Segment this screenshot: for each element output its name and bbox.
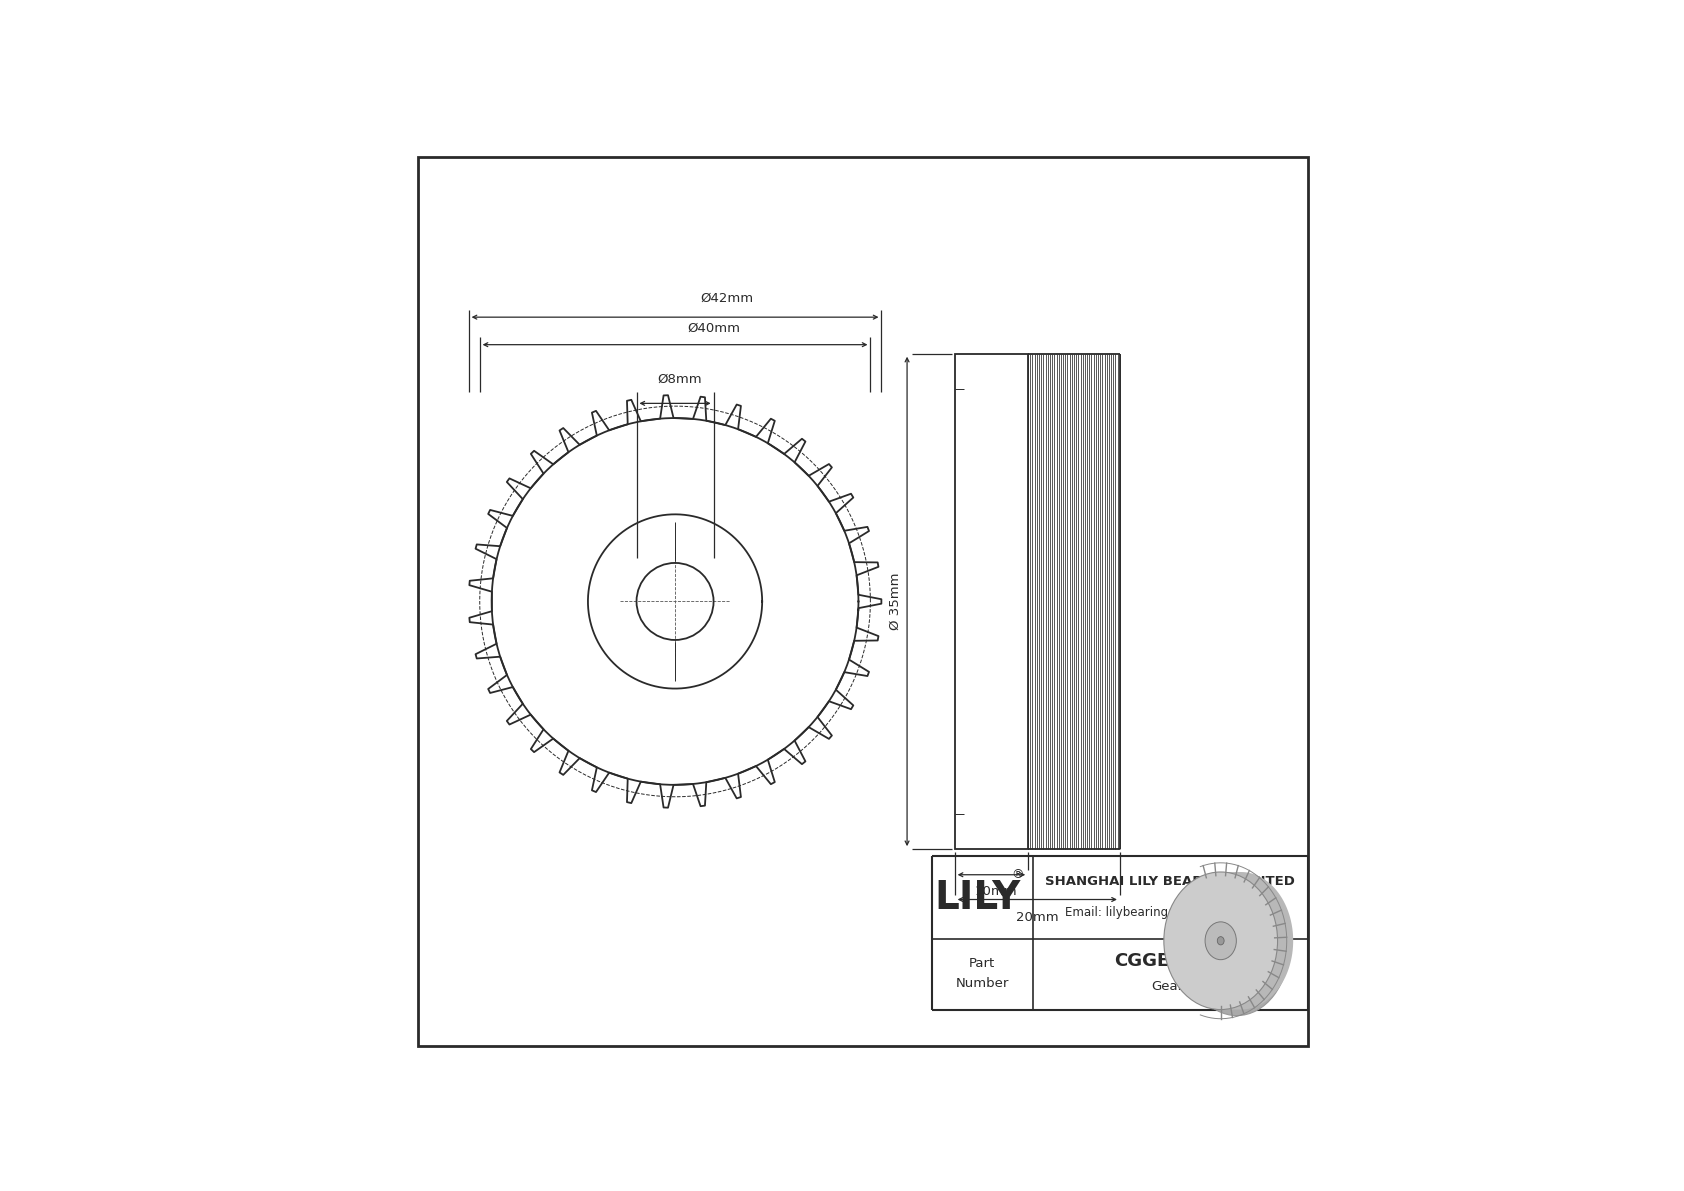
Text: Ø8mm: Ø8mm — [657, 373, 702, 386]
Text: ®: ® — [1010, 868, 1024, 881]
Ellipse shape — [1218, 936, 1224, 944]
Text: Email: lilybearing@lily-bearing.com: Email: lilybearing@lily-bearing.com — [1066, 906, 1275, 918]
Text: SHANGHAI LILY BEARING LIMITED: SHANGHAI LILY BEARING LIMITED — [1046, 874, 1295, 887]
Text: 20mm: 20mm — [1015, 911, 1059, 924]
Text: Ø 35mm: Ø 35mm — [889, 573, 901, 630]
Text: Number: Number — [955, 977, 1009, 990]
Text: CGGENDGF: CGGENDGF — [1115, 953, 1226, 971]
Text: Ø42mm: Ø42mm — [701, 292, 753, 305]
Ellipse shape — [1184, 878, 1290, 1016]
Text: 10mm: 10mm — [975, 885, 1017, 898]
Ellipse shape — [1206, 922, 1236, 960]
Text: Gears: Gears — [1150, 980, 1191, 992]
Text: Ø40mm: Ø40mm — [687, 322, 741, 335]
Polygon shape — [1221, 872, 1293, 1010]
Text: LILY: LILY — [935, 879, 1021, 917]
Text: Part: Part — [970, 956, 995, 969]
Ellipse shape — [1164, 872, 1278, 1010]
Bar — [955, 354, 1029, 849]
